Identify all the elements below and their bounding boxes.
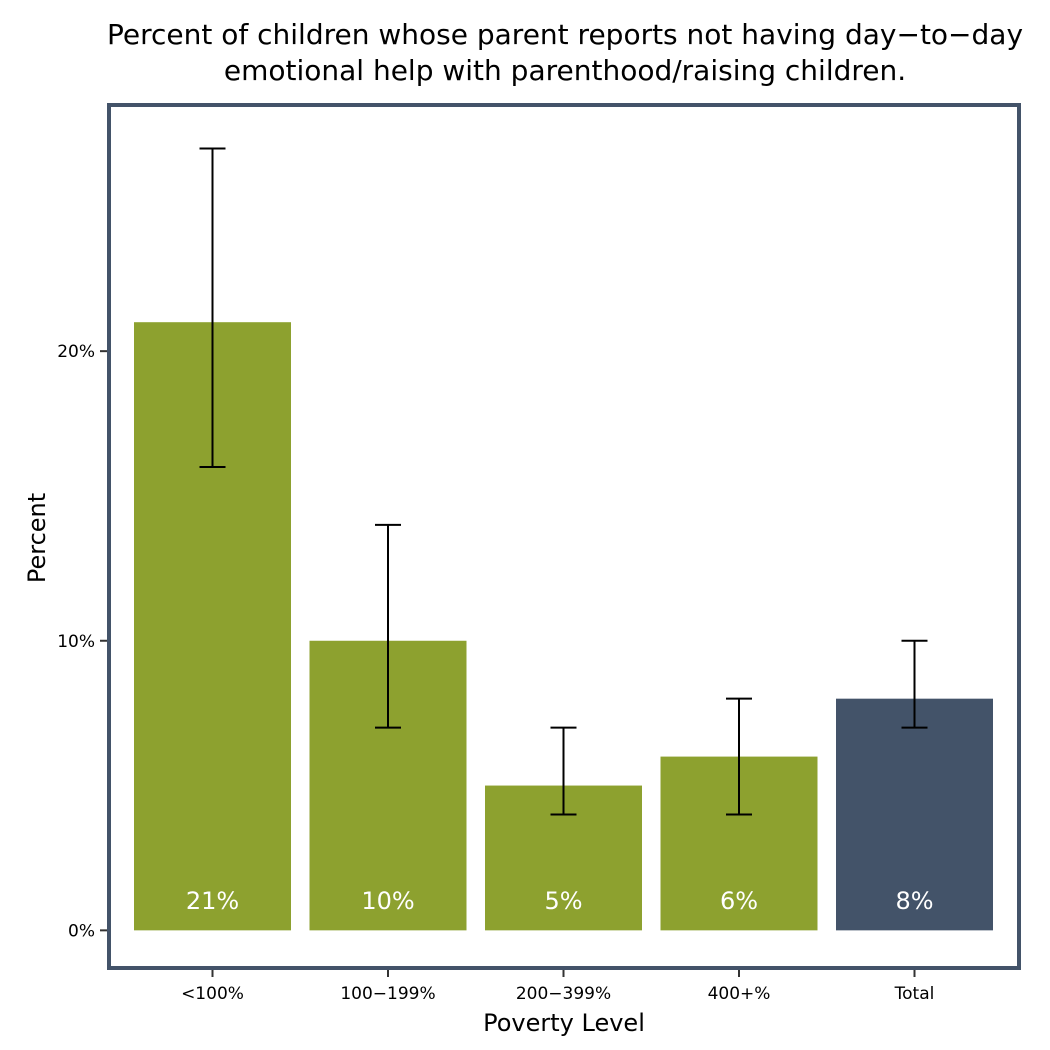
y-axis-label: Percent [23,493,51,583]
x-axis: <100% 100−199% 200−399% 400+% Total [181,970,934,1004]
chart-title-line-2: emotional help with parenthood/raising c… [223,54,907,87]
y-axis: 0% 10% 20% [57,342,107,941]
error-bars-group [199,147,928,816]
bars-group [134,322,993,931]
x-tick-label: <100% [181,984,244,1004]
data-label: 21% [186,887,239,915]
y-tick-label: 0% [68,921,95,941]
data-label: 6% [720,887,758,915]
data-label: 8% [895,887,933,915]
data-label: 10% [361,887,414,915]
x-tick-label: 200−399% [516,984,611,1004]
plot-panel-border [107,103,1021,970]
x-tick-label: Total [894,984,935,1004]
bar [836,698,993,931]
x-tick-label: 400+% [708,984,771,1004]
y-tick-label: 10% [57,632,95,652]
x-tick-label: 100−199% [340,984,435,1004]
data-labels-group: 21% 10% 5% 6% 8% [186,887,934,915]
chart-title-line-1: Percent of children whose parent reports… [106,18,1024,51]
data-label: 5% [544,887,582,915]
x-axis-label: Poverty Level [483,1009,645,1037]
y-tick-label: 20% [57,342,95,362]
